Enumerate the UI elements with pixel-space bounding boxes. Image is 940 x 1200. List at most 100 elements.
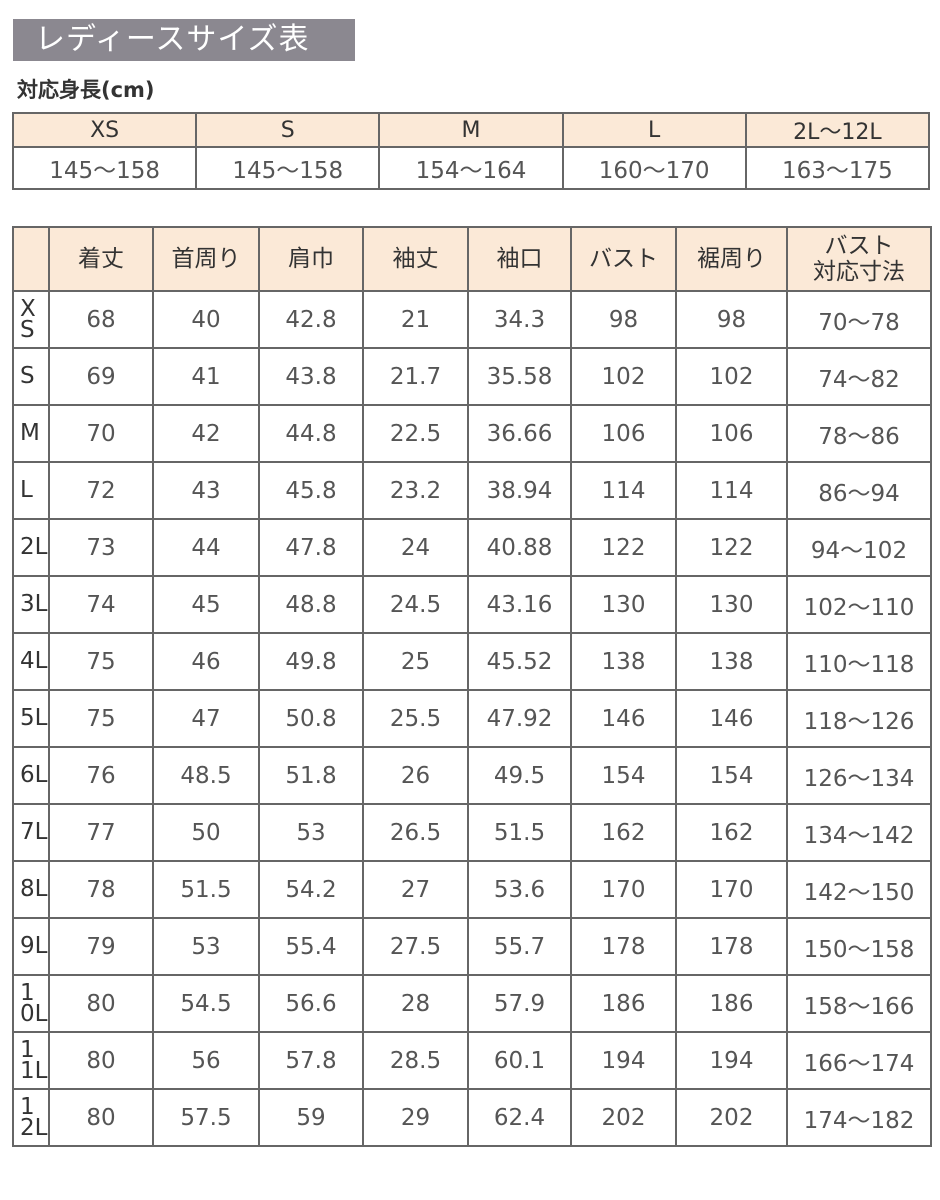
measurement-cell: 51.5 <box>467 803 572 862</box>
measurement-cell: 77 <box>48 803 154 862</box>
measurement-cell: 154 <box>675 746 788 805</box>
measurement-cell: 142〜150 <box>786 860 932 919</box>
measurement-cell: 50 <box>152 803 260 862</box>
measurement-cell: 106 <box>675 404 788 463</box>
measurement-cell: 57.5 <box>152 1088 260 1147</box>
measurement-cell: 102 <box>675 347 788 406</box>
measurement-cell: 50.8 <box>258 689 364 748</box>
table-row: M 70 42 44.8 22.5 36.66 106 106 78〜86 <box>12 404 932 463</box>
table-row: 5L 75 47 50.8 25.5 47.92 146 146 118〜126 <box>12 689 932 748</box>
measurement-cell: 48.5 <box>152 746 260 805</box>
table-row: 12L 80 57.5 59 29 62.4 202 202 174〜182 <box>12 1088 932 1147</box>
measurement-cell: 47.92 <box>467 689 572 748</box>
column-header: バスト <box>570 226 677 292</box>
size-label: 9L <box>12 917 50 976</box>
measurement-cell: 43 <box>152 461 260 520</box>
measurement-cell: 62.4 <box>467 1088 572 1147</box>
measurement-cell: 26.5 <box>362 803 469 862</box>
size-label: L <box>12 461 50 520</box>
measurement-cell: 70〜78 <box>786 290 932 349</box>
table-row: 6L 76 48.5 51.8 26 49.5 154 154 126〜134 <box>12 746 932 805</box>
measurement-cell: 162 <box>675 803 788 862</box>
column-header: 袖丈 <box>362 226 469 292</box>
page-title: レディースサイズ表 <box>13 19 355 61</box>
measurement-cell: 53.6 <box>467 860 572 919</box>
measurement-cell: 76 <box>48 746 154 805</box>
size-label: 3L <box>12 575 50 634</box>
measurement-cell: 80 <box>48 1088 154 1147</box>
table-row: S 69 41 43.8 21.7 35.58 102 102 74〜82 <box>12 347 932 406</box>
measurement-cell: 23.2 <box>362 461 469 520</box>
measurement-cell: 122 <box>675 518 788 577</box>
table-row: 10L 80 54.5 56.6 28 57.9 186 186 158〜166 <box>12 974 932 1033</box>
height-size-header: L <box>561 112 747 148</box>
measurement-cell: 74 <box>48 575 154 634</box>
height-size-header: S <box>195 112 381 148</box>
measurement-cell: 80 <box>48 1031 154 1090</box>
measurement-cell: 102〜110 <box>786 575 932 634</box>
measurement-cell: 55.7 <box>467 917 572 976</box>
measurement-cell: 138 <box>675 632 788 691</box>
measurement-cell: 73 <box>48 518 154 577</box>
measurement-cell: 158〜166 <box>786 974 932 1033</box>
height-value-row: 145〜158 145〜158 154〜164 160〜170 163〜175 <box>11 146 931 190</box>
height-range-cell: 145〜158 <box>11 146 198 190</box>
table-row: L 72 43 45.8 23.2 38.94 114 114 86〜94 <box>12 461 932 520</box>
measurement-cell: 47 <box>152 689 260 748</box>
measurement-cell: 68 <box>48 290 154 349</box>
measurement-cell: 43.8 <box>258 347 364 406</box>
measurement-cell: 25.5 <box>362 689 469 748</box>
table-row: 9L 79 53 55.4 27.5 55.7 178 178 150〜158 <box>12 917 932 976</box>
measurement-cell: 118〜126 <box>786 689 932 748</box>
measurement-cell: 134〜142 <box>786 803 932 862</box>
measurement-cell: 53 <box>258 803 364 862</box>
measurement-cell: 41 <box>152 347 260 406</box>
measurement-cell: 86〜94 <box>786 461 932 520</box>
measurement-cell: 44 <box>152 518 260 577</box>
size-table-header-row: 着丈 首周り 肩巾 袖丈 袖口 バスト 裾周り バスト 対応寸法 <box>12 226 932 292</box>
height-range-cell: 160〜170 <box>561 146 747 190</box>
measurement-cell: 78 <box>48 860 154 919</box>
measurement-cell: 114 <box>570 461 677 520</box>
height-range-cell: 154〜164 <box>378 146 564 190</box>
measurement-cell: 55.4 <box>258 917 364 976</box>
measurement-cell: 44.8 <box>258 404 364 463</box>
measurement-cell: 25 <box>362 632 469 691</box>
table-row: 4L 75 46 49.8 25 45.52 138 138 110〜118 <box>12 632 932 691</box>
measurement-cell: 57.9 <box>467 974 572 1033</box>
column-header: 裾周り <box>675 226 788 292</box>
table-row: 7L 77 50 53 26.5 51.5 162 162 134〜142 <box>12 803 932 862</box>
height-size-header: M <box>378 112 564 148</box>
measurement-cell: 27.5 <box>362 917 469 976</box>
size-label: 5L <box>12 689 50 748</box>
measurement-cell: 130 <box>675 575 788 634</box>
measurement-cell: 202 <box>675 1088 788 1147</box>
size-label: M <box>12 404 50 463</box>
measurement-cell: 29 <box>362 1088 469 1147</box>
measurement-cell: 194 <box>675 1031 788 1090</box>
measurement-cell: 43.16 <box>467 575 572 634</box>
measurement-cell: 56 <box>152 1031 260 1090</box>
measurement-cell: 80 <box>48 974 154 1033</box>
measurement-cell: 42 <box>152 404 260 463</box>
column-header <box>12 226 50 292</box>
measurement-cell: 146 <box>570 689 677 748</box>
height-section-label: 対応身長(cm) <box>17 78 155 102</box>
measurement-cell: 60.1 <box>467 1031 572 1090</box>
measurement-cell: 49.5 <box>467 746 572 805</box>
table-row: XS 68 40 42.8 21 34.3 98 98 70〜78 <box>12 290 932 349</box>
measurement-cell: 126〜134 <box>786 746 932 805</box>
measurement-cell: 48.8 <box>258 575 364 634</box>
measurement-cell: 26 <box>362 746 469 805</box>
height-range-cell: 163〜175 <box>744 146 931 190</box>
measurement-cell: 130 <box>570 575 677 634</box>
size-label: XS <box>12 290 50 349</box>
size-table: 着丈 首周り 肩巾 袖丈 袖口 バスト 裾周り バスト 対応寸法 XS 68 40 42.8 21 34.… <box>12 226 932 1147</box>
measurement-cell: 24.5 <box>362 575 469 634</box>
measurement-cell: 98 <box>570 290 677 349</box>
measurement-cell: 24 <box>362 518 469 577</box>
measurement-cell: 42.8 <box>258 290 364 349</box>
measurement-cell: 51.5 <box>152 860 260 919</box>
measurement-cell: 21 <box>362 290 469 349</box>
column-header: 肩巾 <box>258 226 364 292</box>
